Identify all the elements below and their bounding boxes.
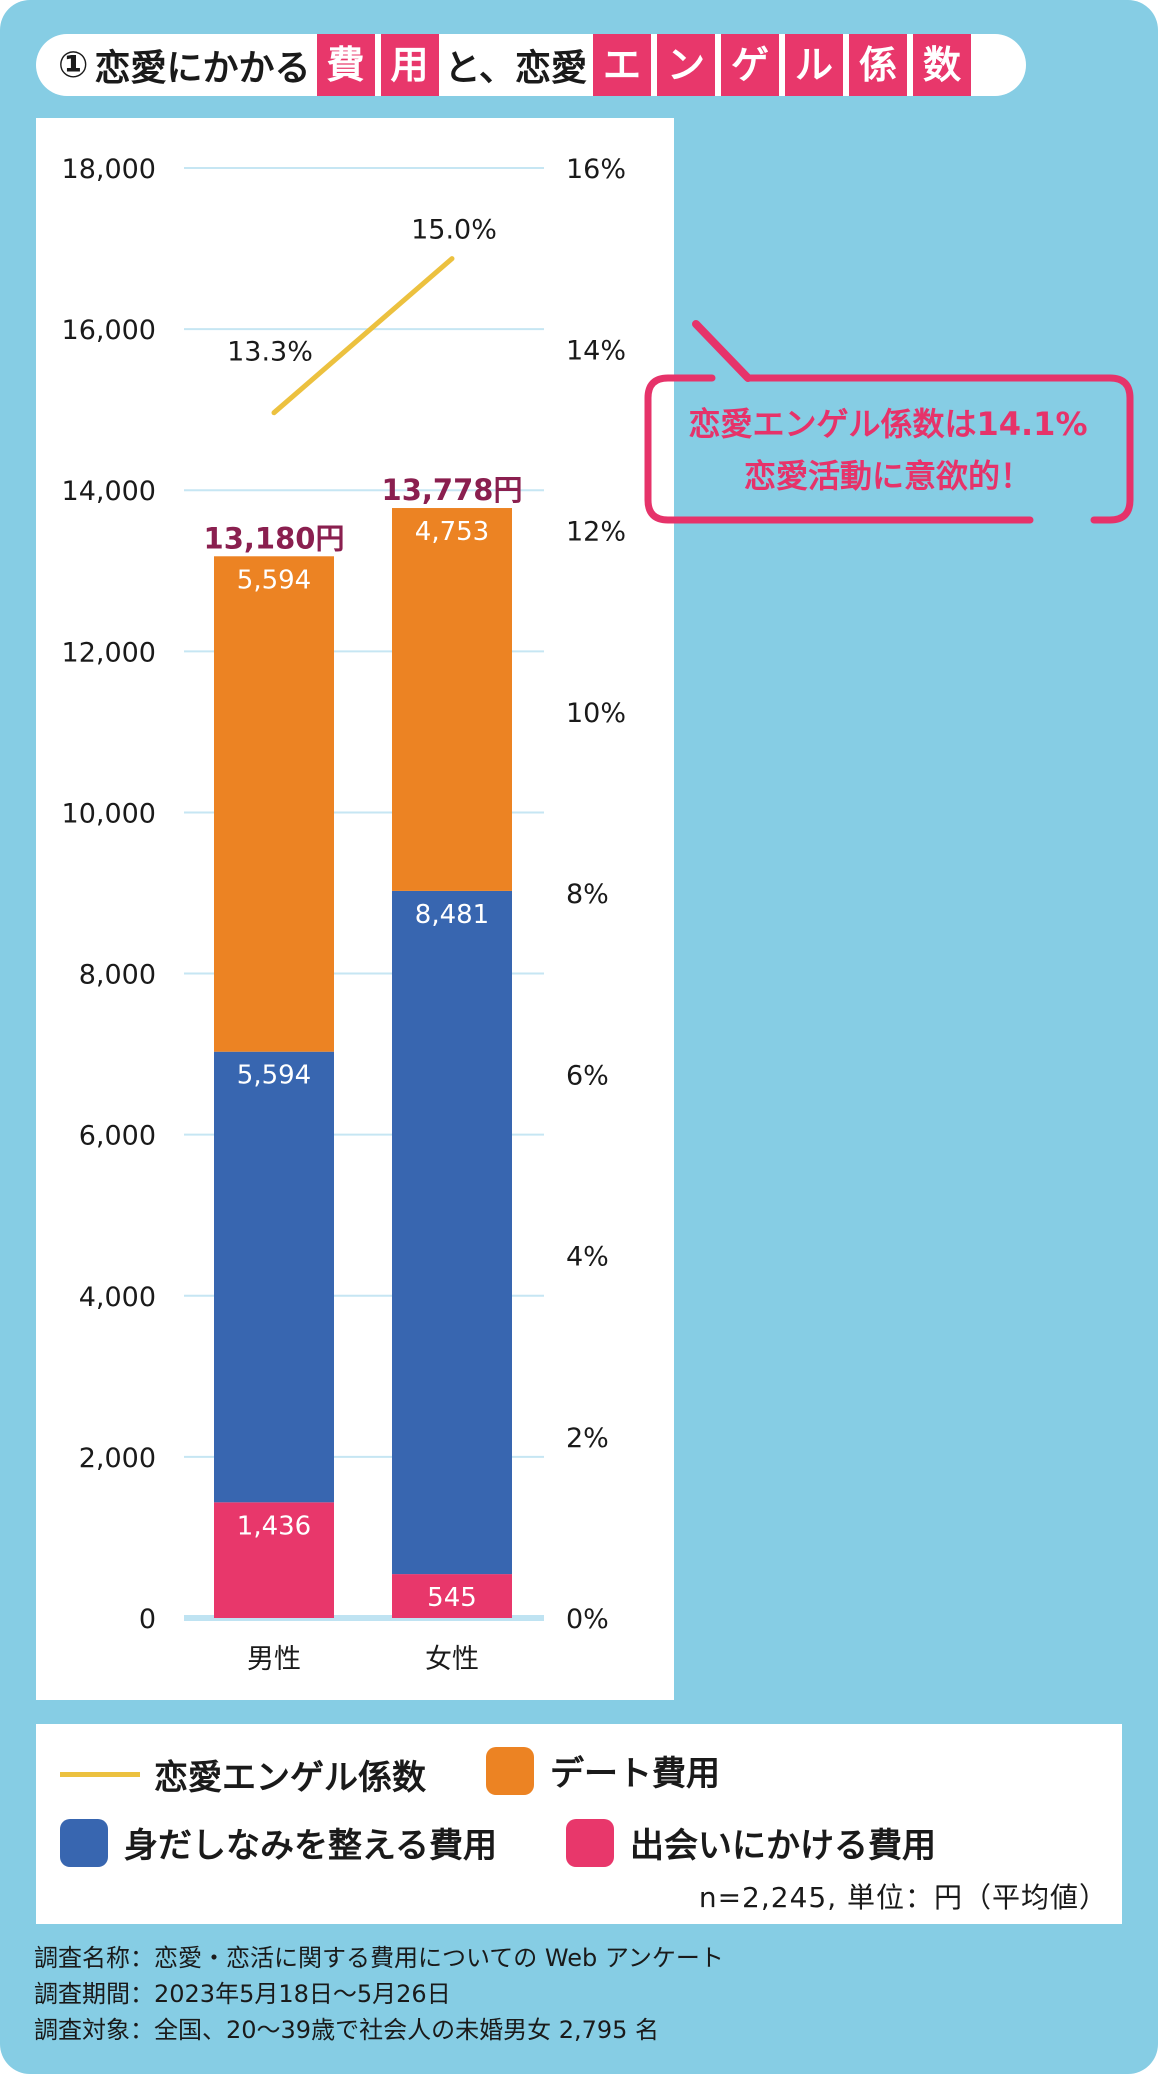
title-boxed-char: エ	[593, 34, 652, 96]
legend-item-date: デート費用	[486, 1746, 720, 1795]
title-number-mark: ①	[58, 44, 89, 86]
line-point-label: 15.0%	[411, 215, 497, 246]
callout-pointer	[692, 320, 752, 382]
left-axis-tick-label: 14,000	[62, 476, 156, 507]
right-axis-tick-label: 16%	[566, 154, 626, 185]
chart-panel: 0 2,000 4,000 6,000 8,000 10,000 12,000 14,000 1…	[36, 118, 674, 1700]
legend-item-meeting: 出会いにかける費用	[566, 1818, 936, 1867]
left-axis-tick-label: 10,000	[62, 798, 156, 829]
bar-segment	[214, 1502, 334, 1618]
left-axis-tick-label: 6,000	[79, 1121, 156, 1152]
legend-swatch-icon	[566, 1818, 614, 1867]
bar-segment	[392, 508, 512, 891]
bar-segment-label: 8,481	[415, 900, 489, 930]
title-boxed-char: 用	[380, 34, 439, 96]
right-axis-tick-label: 2%	[566, 1423, 609, 1454]
bar-total-label: 13,180円	[204, 521, 345, 555]
legend-swatch-icon	[60, 1818, 108, 1867]
left-axis-tick-label: 2,000	[79, 1443, 156, 1474]
right-axis-tick-label: 14%	[566, 335, 626, 366]
bar-segment-label: 1,436	[237, 1511, 311, 1541]
bar-segment	[214, 1051, 334, 1503]
survey-target: 調査対象：全国、20〜39歳で社会人の未婚男女 2,795 名	[34, 2016, 660, 2044]
left-axis-tick-label: 18,000	[62, 154, 156, 185]
legend-line-icon	[60, 1772, 140, 1777]
right-axis-tick-label: 8%	[566, 879, 609, 910]
title-boxed-char: 費	[316, 34, 375, 96]
legend-label: 恋愛エンゲル係数	[154, 1758, 426, 1798]
bar-segment	[214, 556, 334, 1052]
legend-label: 身だしなみを整える費用	[124, 1826, 497, 1866]
survey-name: 調査名称：恋愛・恋活に関する費用についての Web アンケート	[34, 1944, 724, 1972]
bar-segment-label: 545	[427, 1583, 477, 1613]
title-boxed-char: 数	[913, 34, 972, 96]
category-label: 女性	[425, 1644, 479, 1675]
right-axis-tick-label: 6%	[566, 1060, 609, 1091]
bar-total-label: 13,778円	[382, 473, 523, 507]
stacked-bar-chart: 0 2,000 4,000 6,000 8,000 10,000 12,000 14,000 1…	[62, 154, 627, 1675]
bar-segment	[392, 1574, 512, 1618]
title-part-2: と、恋愛	[444, 48, 588, 89]
title-boxed-char: ゲ	[721, 34, 780, 96]
engel-coefficient-line	[271, 256, 455, 416]
callout-line-1: 恋愛エンゲル係数は14.1%	[688, 405, 1088, 443]
category-label: 男性	[247, 1644, 301, 1675]
title-boxed-char: 係	[849, 34, 908, 96]
legend-label: 出会いにかける費用	[630, 1826, 936, 1866]
right-axis-tick-label: 4%	[566, 1242, 609, 1273]
bar-segment-label: 4,753	[415, 517, 489, 547]
title-part-1: 恋愛にかかる	[94, 48, 311, 89]
left-axis-tick-label: 0	[139, 1604, 156, 1635]
right-axis-tick-label: 10%	[566, 698, 626, 729]
sample-size-note: n=2,245, 単位：円（平均値）	[698, 1881, 1108, 1914]
survey-period: 調査期間：2023年5月18日〜5月26日	[34, 1980, 451, 2008]
legend-panel: 恋愛エンゲル係数 デート費用 身だしなみを整える費用 出会いにかける費用 n=2…	[36, 1724, 1122, 1924]
left-axis-tick-label: 4,000	[79, 1282, 156, 1313]
legend-item-grooming: 身だしなみを整える費用	[60, 1818, 497, 1867]
callout-line-2: 恋愛活動に意欲的！	[743, 457, 1032, 495]
title-bar: ① 恋愛にかかる 費 用 と、恋愛 エ ン ゲ ル 係 数	[36, 34, 1026, 96]
bar-segment-label: 5,594	[237, 565, 311, 595]
line-point-label: 13.3%	[227, 337, 313, 368]
left-axis-tick-label: 12,000	[62, 637, 156, 668]
right-axis-tick-label: 12%	[566, 517, 626, 548]
legend-label: デート費用	[550, 1754, 720, 1794]
right-axis-tick-label: 0%	[566, 1604, 609, 1635]
bar-segment-label: 5,594	[237, 1061, 311, 1091]
legend-swatch-icon	[486, 1746, 534, 1795]
callout-text: 恋愛エンゲル係数は14.1% 恋愛活動に意欲的！	[648, 398, 1128, 502]
survey-info: 調査名称：恋愛・恋活に関する費用についての Web アンケート 調査期間：202…	[34, 1940, 724, 2048]
title-boxed-char: ン	[657, 34, 716, 96]
title-boxed-char: ル	[785, 34, 844, 96]
left-axis-tick-label: 16,000	[62, 315, 156, 346]
legend-item-engel: 恋愛エンゲル係数	[60, 1750, 426, 1799]
bar-segment	[392, 890, 512, 1575]
left-axis-tick-label: 8,000	[79, 960, 156, 991]
